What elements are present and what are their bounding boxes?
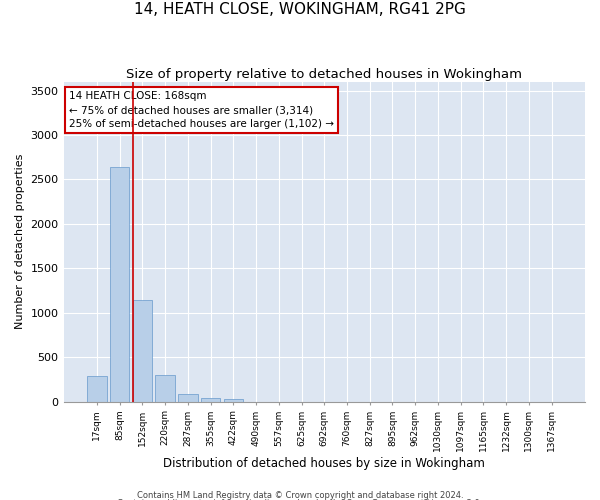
- Text: Contains public sector information licensed under the Open Government Licence v3: Contains public sector information licen…: [118, 499, 482, 500]
- Bar: [110, 167, 130, 402]
- Bar: [178, 394, 197, 402]
- Bar: [201, 398, 220, 402]
- Bar: [224, 400, 243, 402]
- Bar: [133, 300, 152, 402]
- Text: Contains HM Land Registry data © Crown copyright and database right 2024.: Contains HM Land Registry data © Crown c…: [137, 490, 463, 500]
- Text: 14, HEATH CLOSE, WOKINGHAM, RG41 2PG: 14, HEATH CLOSE, WOKINGHAM, RG41 2PG: [134, 2, 466, 18]
- Y-axis label: Number of detached properties: Number of detached properties: [15, 154, 25, 330]
- Title: Size of property relative to detached houses in Wokingham: Size of property relative to detached ho…: [126, 68, 522, 80]
- Bar: [87, 376, 107, 402]
- X-axis label: Distribution of detached houses by size in Wokingham: Distribution of detached houses by size …: [163, 457, 485, 470]
- Bar: [155, 376, 175, 402]
- Text: 14 HEATH CLOSE: 168sqm
← 75% of detached houses are smaller (3,314)
25% of semi-: 14 HEATH CLOSE: 168sqm ← 75% of detached…: [69, 92, 334, 130]
